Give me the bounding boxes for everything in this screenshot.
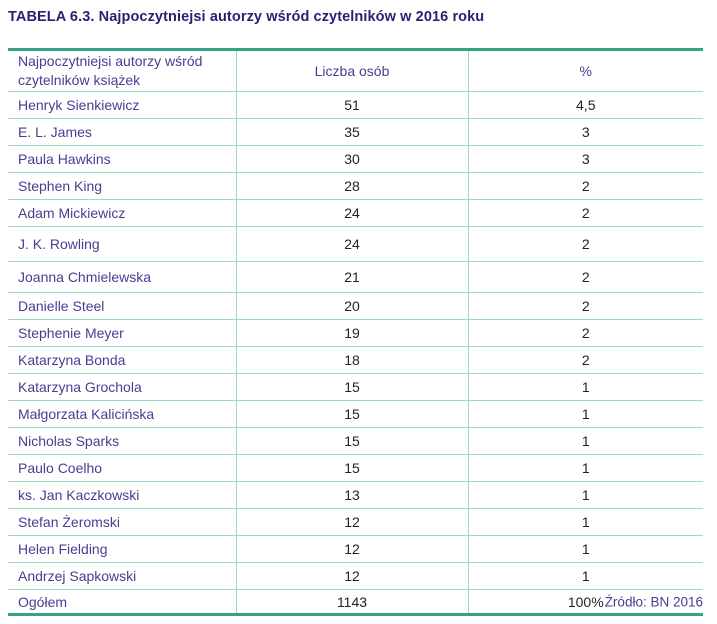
total-percent-cell: 100% Źródło: BN 2016 xyxy=(468,590,703,615)
author-name: Stefan Żeromski xyxy=(8,508,237,537)
reader-count: 13 xyxy=(236,481,469,510)
table-row: Henryk Sienkiewicz 51 4,5 xyxy=(8,91,703,120)
author-name: Danielle Steel xyxy=(8,292,237,321)
author-name: Joanna Chmielewska xyxy=(8,261,237,294)
author-name: Katarzyna Grochola xyxy=(8,373,237,402)
table-row: Adam Mickiewicz 24 2 xyxy=(8,199,703,228)
reader-count: 12 xyxy=(236,535,469,564)
total-count: 1143 xyxy=(236,589,469,615)
table-row: Nicholas Sparks 15 1 xyxy=(8,427,703,456)
reader-count: 15 xyxy=(236,454,469,483)
header-row: Najpoczytniejsi autorzy wśród czytelnikó… xyxy=(8,49,703,93)
reader-percent: 2 xyxy=(468,292,703,321)
table-row: Helen Fielding 12 1 xyxy=(8,535,703,564)
reader-percent: 4,5 xyxy=(468,91,703,120)
reader-percent: 1 xyxy=(468,508,703,537)
reader-count: 51 xyxy=(236,91,469,120)
total-row: Ogółem 1143 100% Źródło: BN 2016 xyxy=(8,589,703,615)
author-name: Małgorzata Kalicińska xyxy=(8,400,237,429)
reader-percent: 1 xyxy=(468,535,703,564)
reader-percent: 1 xyxy=(468,562,703,591)
reader-count: 12 xyxy=(236,508,469,537)
table-row: Katarzyna Bonda 18 2 xyxy=(8,346,703,375)
column-header-authors-label: Najpoczytniejsi autorzy wśród czytelnikó… xyxy=(18,52,203,89)
column-header-percent: % xyxy=(468,49,703,93)
table-row: Joanna Chmielewska 21 2 xyxy=(8,261,703,294)
table-body: Henryk Sienkiewicz 51 4,5 E. L. James 35 3 Pau… xyxy=(8,91,703,591)
table-row: Stephen King 28 2 xyxy=(8,172,703,201)
authors-table: Najpoczytniejsi autorzy wśród czytelnikó… xyxy=(8,48,703,617)
reader-percent: 2 xyxy=(468,346,703,375)
reader-percent: 1 xyxy=(468,373,703,402)
reader-count: 18 xyxy=(236,346,469,375)
reader-count: 30 xyxy=(236,145,469,174)
reader-percent: 1 xyxy=(468,481,703,510)
table-row: J. K. Rowling 24 2 xyxy=(8,226,703,263)
author-name: Stephenie Meyer xyxy=(8,319,237,348)
reader-count: 20 xyxy=(236,292,469,321)
author-name: Henryk Sienkiewicz xyxy=(8,91,237,120)
reader-count: 24 xyxy=(236,199,469,228)
author-name: Helen Fielding xyxy=(8,535,237,564)
author-name: Adam Mickiewicz xyxy=(8,199,237,228)
author-name: ks. Jan Kaczkowski xyxy=(8,481,237,510)
table-row: Stephenie Meyer 19 2 xyxy=(8,319,703,348)
reader-percent: 2 xyxy=(468,172,703,201)
column-header-authors: Najpoczytniejsi autorzy wśród czytelnikó… xyxy=(8,49,237,93)
table-row: Stefan Żeromski 12 1 xyxy=(8,508,703,537)
author-name: Paulo Coelho xyxy=(8,454,237,483)
reader-count: 19 xyxy=(236,319,469,348)
total-percent-value: 100% xyxy=(567,593,604,610)
table-row: E. L. James 35 3 xyxy=(8,118,703,147)
reader-count: 28 xyxy=(236,172,469,201)
author-name: Paula Hawkins xyxy=(8,145,237,174)
reader-count: 15 xyxy=(236,427,469,456)
reader-percent: 3 xyxy=(468,145,703,174)
table-row: ks. Jan Kaczkowski 13 1 xyxy=(8,481,703,510)
reader-percent: 2 xyxy=(468,261,703,294)
reader-count: 21 xyxy=(236,261,469,294)
table-row: Małgorzata Kalicińska 15 1 xyxy=(8,400,703,429)
author-name: Andrzej Sapkowski xyxy=(8,562,237,591)
source-note: Źródło: BN 2016 xyxy=(604,594,703,610)
author-name: Nicholas Sparks xyxy=(8,427,237,456)
reader-percent: 2 xyxy=(468,199,703,228)
table-row: Paulo Coelho 15 1 xyxy=(8,454,703,483)
author-name: Katarzyna Bonda xyxy=(8,346,237,375)
author-name: Stephen King xyxy=(8,172,237,201)
reader-count: 15 xyxy=(236,373,469,402)
author-name: J. K. Rowling xyxy=(8,226,237,263)
table-row: Danielle Steel 20 2 xyxy=(8,292,703,321)
reader-percent: 2 xyxy=(468,226,703,263)
author-name: E. L. James xyxy=(8,118,237,147)
table-title: TABELA 6.3. Najpoczytniejsi autorzy wśró… xyxy=(8,9,485,25)
reader-count: 15 xyxy=(236,400,469,429)
reader-percent: 2 xyxy=(468,319,703,348)
total-label: Ogółem xyxy=(8,589,237,615)
table-row: Andrzej Sapkowski 12 1 xyxy=(8,562,703,591)
reader-count: 12 xyxy=(236,562,469,591)
reader-percent: 3 xyxy=(468,118,703,147)
column-header-count: Liczba osób xyxy=(236,49,469,93)
table-row: Katarzyna Grochola 15 1 xyxy=(8,373,703,402)
table-row: Paula Hawkins 30 3 xyxy=(8,145,703,174)
reader-percent: 1 xyxy=(468,427,703,456)
reader-count: 35 xyxy=(236,118,469,147)
reader-count: 24 xyxy=(236,226,469,263)
reader-percent: 1 xyxy=(468,400,703,429)
reader-percent: 1 xyxy=(468,454,703,483)
